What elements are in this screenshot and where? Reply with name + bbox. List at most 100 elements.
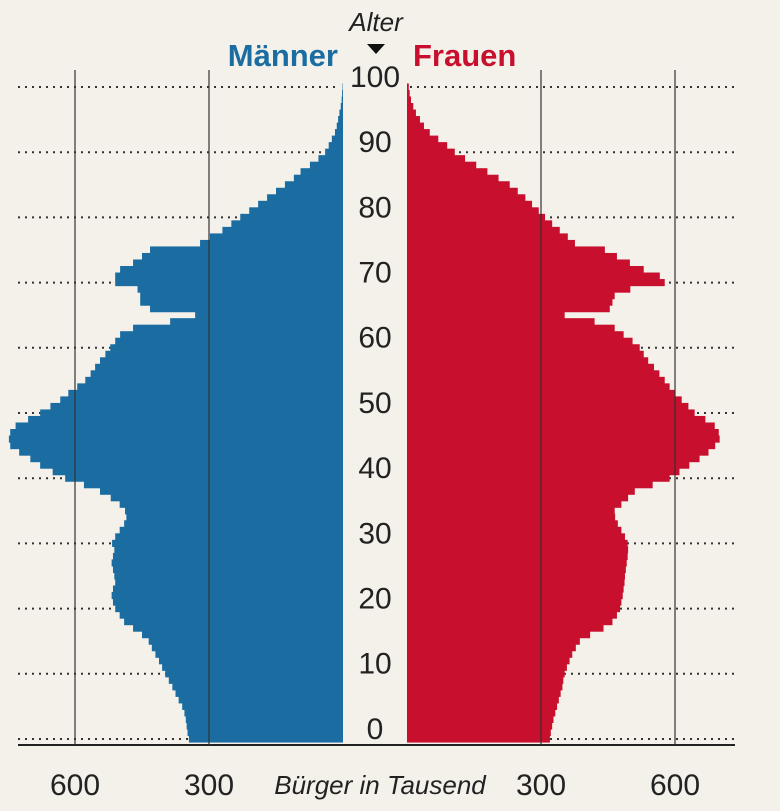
bar: [407, 324, 615, 332]
x-tick-label: 300: [516, 769, 566, 802]
bar: [185, 715, 343, 723]
bar: [407, 142, 448, 150]
bar: [407, 422, 715, 430]
bar: [309, 161, 343, 169]
bar: [100, 487, 343, 495]
bar: [162, 663, 343, 671]
bar: [407, 578, 625, 587]
bar: [10, 429, 343, 437]
bar: [407, 396, 682, 404]
bar: [267, 194, 343, 202]
bar: [407, 409, 695, 417]
bar: [407, 109, 416, 117]
bar: [407, 728, 551, 737]
bar: [114, 546, 343, 554]
bar: [407, 207, 539, 215]
y-tick-label: 40: [358, 452, 391, 485]
bar: [187, 728, 343, 737]
bar: [407, 637, 580, 645]
bar: [407, 455, 700, 463]
y-tick-label: 90: [358, 126, 391, 159]
bar: [184, 709, 343, 717]
y-tick-label: 0: [367, 713, 384, 746]
bar: [407, 663, 567, 671]
bar: [83, 481, 343, 489]
bar: [111, 592, 343, 600]
bar: [142, 631, 343, 639]
bar: [407, 116, 420, 124]
bar: [155, 650, 343, 658]
bar: [407, 168, 488, 176]
bar: [407, 331, 624, 339]
y-tick-label: 60: [358, 322, 391, 355]
bar: [50, 402, 343, 411]
bar: [325, 148, 343, 156]
bar: [142, 252, 343, 261]
bar: [168, 676, 343, 684]
bar: [407, 194, 526, 202]
bar: [407, 239, 575, 248]
bar: [77, 383, 343, 391]
bar: [407, 266, 644, 274]
bar: [407, 670, 565, 678]
bar: [331, 135, 343, 143]
legend-label: Frauen: [413, 38, 516, 73]
bar: [407, 318, 595, 326]
bar: [407, 565, 626, 574]
y-tick-label: 30: [358, 517, 391, 550]
bar: [178, 696, 343, 704]
bar: [407, 683, 563, 691]
bar: [407, 526, 622, 534]
bar: [115, 279, 343, 287]
bar: [407, 429, 719, 437]
bar: [407, 552, 628, 560]
y-tick-label: 80: [358, 191, 391, 224]
bar: [407, 292, 615, 300]
bar: [407, 252, 617, 261]
bar: [115, 533, 343, 541]
y-tick-label: 10: [358, 648, 391, 681]
bar: [258, 200, 343, 208]
bar: [407, 233, 568, 241]
bar: [52, 468, 344, 476]
bar: [407, 696, 559, 704]
bar: [150, 305, 343, 313]
bar: [119, 500, 344, 508]
bar: [407, 337, 633, 345]
bar: [407, 500, 622, 508]
bar: [407, 148, 455, 156]
bar: [112, 585, 343, 593]
bar: [158, 657, 343, 665]
bar: [407, 487, 635, 495]
bar: [165, 670, 343, 678]
bar: [407, 709, 556, 717]
bar: [407, 442, 716, 450]
bar: [140, 292, 343, 300]
bar: [407, 181, 510, 189]
bar: [115, 578, 343, 587]
bar: [407, 461, 690, 469]
bar: [133, 259, 343, 267]
bar: [40, 461, 343, 469]
bar: [336, 122, 343, 130]
bar: [276, 187, 343, 195]
bar: [124, 520, 343, 528]
bar: [407, 363, 655, 371]
bar: [407, 285, 631, 293]
bar: [407, 370, 660, 378]
y-tick-label: 20: [358, 583, 391, 616]
bar: [407, 546, 629, 554]
bar: [407, 481, 653, 489]
bar: [8, 435, 343, 443]
bar: [68, 389, 344, 397]
bar: [30, 455, 343, 463]
bar: [284, 181, 343, 189]
y-tick-label: 100: [350, 61, 400, 94]
bar: [407, 311, 565, 319]
bar: [293, 174, 343, 182]
bar: [407, 220, 553, 228]
bar: [151, 644, 343, 652]
bar: [407, 618, 613, 626]
bar: [407, 624, 604, 632]
